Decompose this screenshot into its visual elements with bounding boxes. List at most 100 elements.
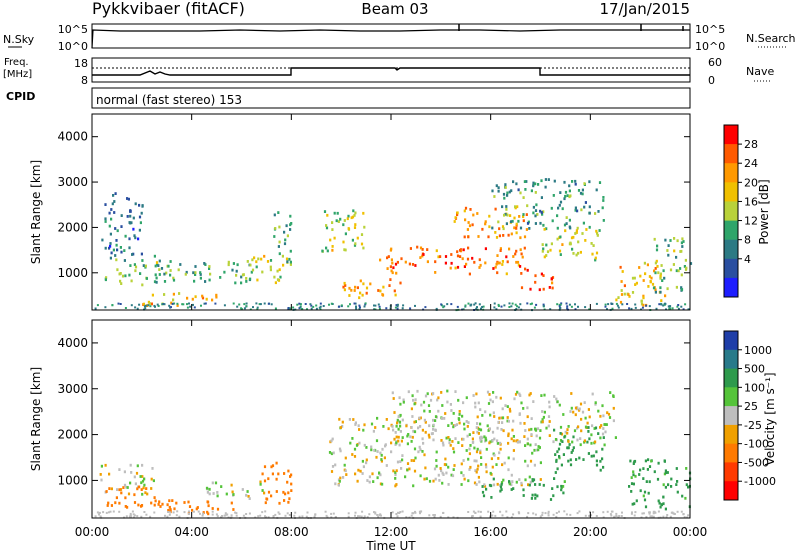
echo-cell [413,469,417,473]
echo-cell [112,248,115,252]
echo-cell [548,405,551,409]
echo-cell [314,513,317,516]
echo-cell [612,419,615,423]
echo-cell [133,234,136,238]
echo-cell [459,248,462,252]
echo-cell [413,430,417,434]
echo-cell [136,515,139,518]
echo-cell [277,211,280,214]
echo-cell [477,432,480,435]
echo-cell [467,235,470,239]
echo-cell [574,308,577,311]
echo-cell [411,394,414,398]
echo-cell [588,180,591,184]
echo-cell [548,286,551,289]
echo-cell [445,463,448,467]
echo-cell [534,513,537,516]
echo-cell [395,435,398,439]
y-tick-label: 1000 [57,266,88,280]
echo-cell [330,302,333,305]
echo-cell [402,398,405,402]
echo-cell [463,422,466,426]
echo-cell [574,179,577,183]
echo-cell [370,422,374,426]
echo-cell [413,420,416,424]
echo-cell [580,208,583,212]
echo-cell [545,243,548,247]
echo-cell [216,491,219,494]
freq-tick-top: 18 [74,57,88,70]
echo-cell [128,246,131,250]
echo-cell [588,514,591,517]
echo-cell [499,249,502,252]
echo-cell [565,222,568,225]
echo-cell [266,260,270,263]
echo-cell [484,463,488,467]
echo-cell [510,305,513,308]
echo-cell [155,276,158,280]
colorbar-swatch [724,163,738,183]
echo-cell [382,285,385,289]
echo-cell [424,420,427,424]
echo-cell [245,277,248,280]
echo-cell [505,272,508,276]
echo-cell [216,515,219,518]
echo-cell [199,276,202,280]
echo-cell [115,258,118,262]
echo-cell [648,480,651,484]
echo-cell [664,507,667,511]
echo-cell [510,483,513,486]
echo-cell [450,253,453,256]
echo-cell [667,253,670,257]
echo-cell [134,482,137,486]
echo-cell [354,421,357,425]
echo-cell [354,302,357,305]
echo-cell [565,216,568,219]
echo-cell [284,514,287,517]
echo-cell [555,515,558,518]
echo-cell [617,306,620,309]
echo-cell [192,271,195,275]
echo-cell [621,270,624,273]
echo-cell [374,426,377,429]
echo-cell [647,285,650,288]
echo-cell [465,262,468,266]
echo-cell [255,302,258,305]
echo-cell [577,425,580,429]
echo-cell [566,428,569,431]
echo-cell [447,483,450,486]
echo-cell [611,510,614,513]
echo-cell [199,512,201,515]
echo-cell [539,461,542,465]
echo-cell [428,514,431,517]
echo-cell [127,492,131,496]
echo-cell [485,470,488,474]
echo-cell [476,212,479,215]
echo-cell [125,515,128,518]
echo-cell [273,213,276,217]
echo-cell [353,226,357,229]
echo-cell [113,200,116,203]
echo-cell [141,204,144,207]
echo-cell [378,305,381,308]
echo-cell [496,482,499,486]
echo-cell [344,248,347,252]
echo-cell [220,485,223,488]
echo-cell [654,288,657,292]
echo-cell [96,304,99,307]
echo-cell [534,182,537,186]
echo-cell [154,305,156,308]
echo-cell [615,298,618,302]
echo-cell [515,231,518,235]
echo-cell [557,206,560,210]
echo-cell [240,308,243,311]
echo-cell [129,514,132,517]
echo-cell [396,460,400,464]
echo-cell [575,458,578,461]
echo-cell [341,425,344,428]
echo-cell [326,516,329,519]
echo-cell [211,513,214,516]
echo-cell [175,501,178,505]
echo-cell [112,194,115,197]
echo-cell [131,510,134,513]
